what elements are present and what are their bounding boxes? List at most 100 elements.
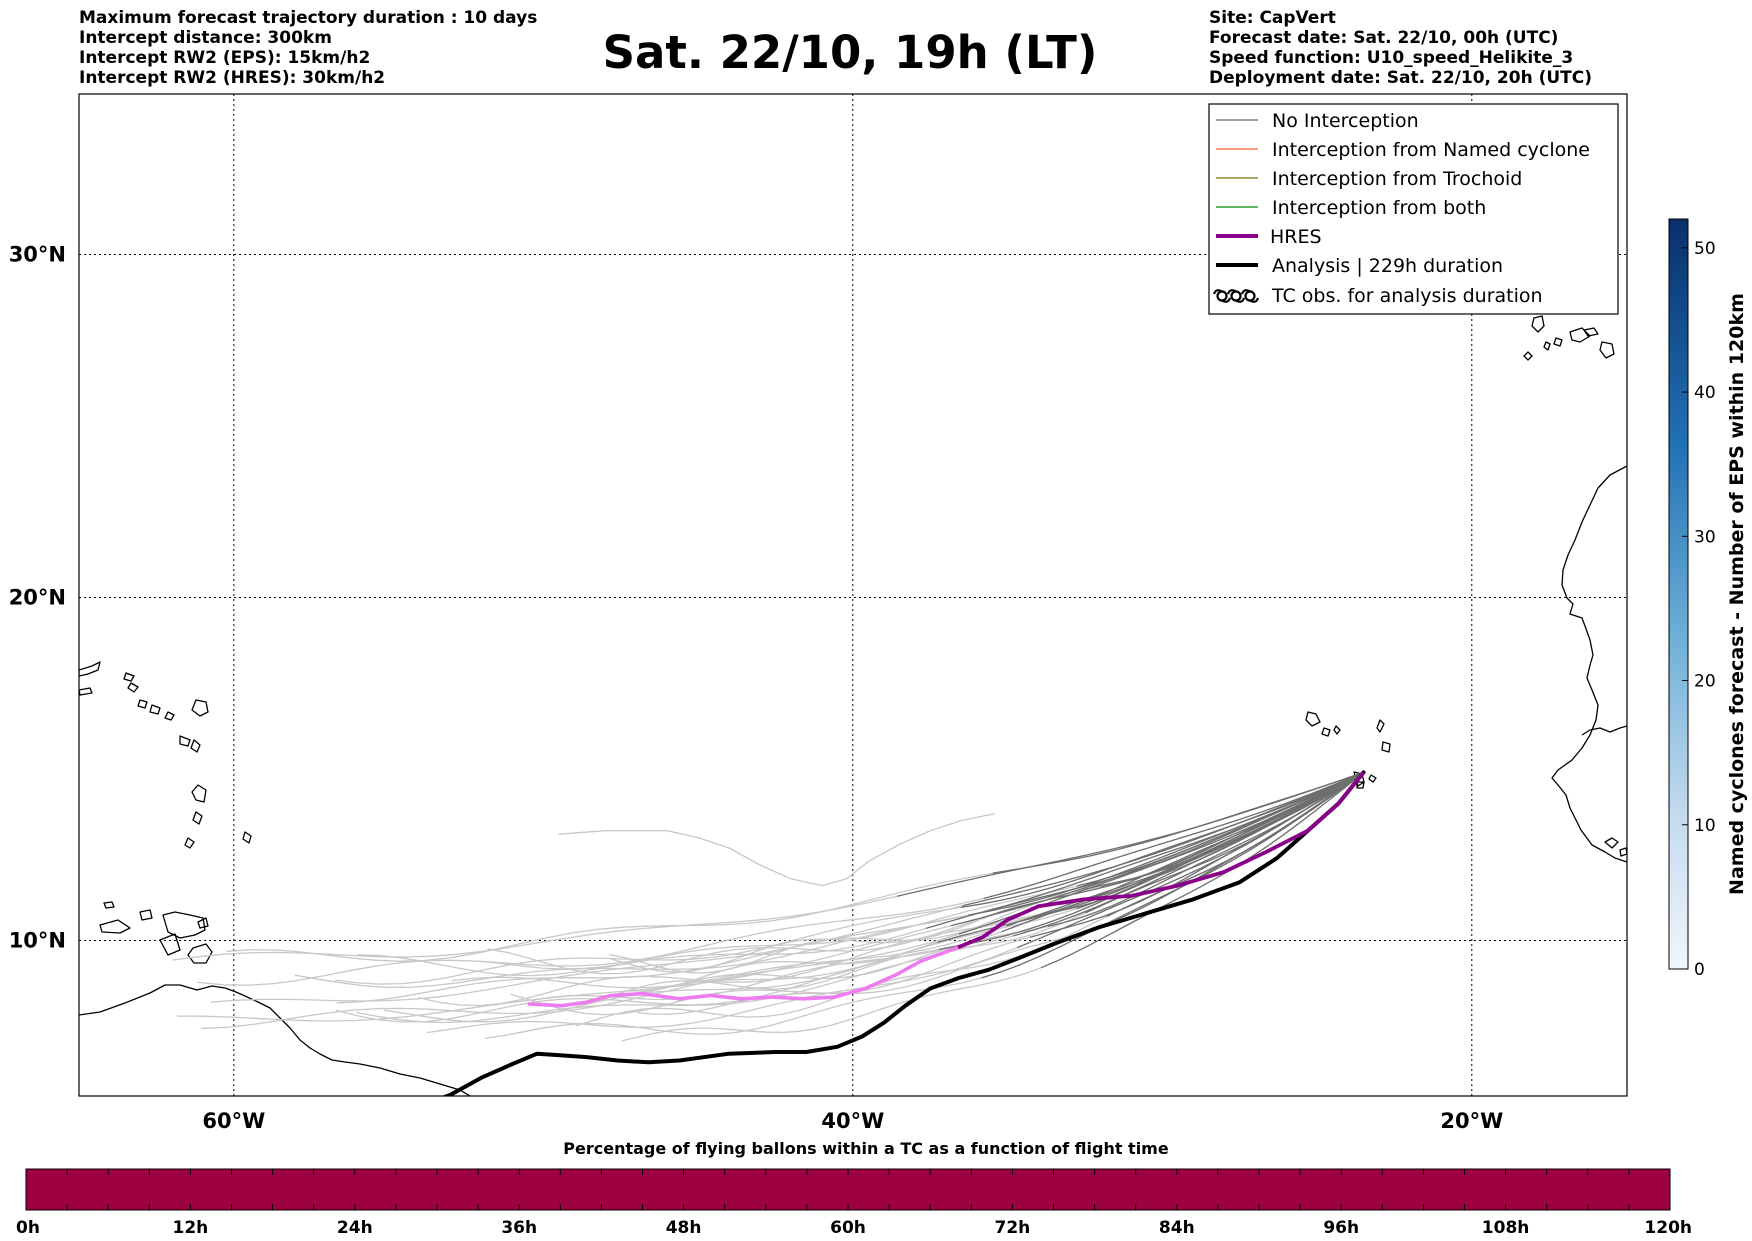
cape-verde-island: [1376, 719, 1385, 733]
eps-member-late: [426, 946, 1018, 1034]
eps-member-late: [510, 936, 1030, 1016]
cape-verde-island: [1333, 725, 1341, 735]
colorbar-tick-label: 72h: [995, 1218, 1031, 1238]
eps-member-late: [336, 910, 985, 1004]
canary-island: [1523, 351, 1533, 361]
canary-island: [1599, 341, 1615, 359]
bissau-islands: [1604, 837, 1627, 857]
hres-trajectory-early: [527, 945, 959, 1008]
hres-trajectory: [957, 771, 1365, 950]
lon-tick-label: 60°W: [202, 1109, 265, 1133]
legend-label: Interception from Trochoid: [1272, 168, 1522, 190]
eps-member-late: [485, 885, 1078, 970]
page-title: Sat. 22/10, 19h (LT): [602, 26, 1098, 79]
guadeloupe-coast: [191, 699, 209, 717]
colorbar-label: Named cyclones forecast - Number of EPS …: [1726, 293, 1748, 895]
puerto-rico-coast: [79, 661, 101, 677]
lat-tick-label: 10°N: [9, 929, 66, 953]
eps-member-early: [1076, 771, 1364, 887]
eps-member-late: [610, 912, 1086, 997]
colorbar-ticks: 0h 12h 24h 36h 48h 60h 72h 84h 96h 108h 120h: [16, 1169, 1692, 1238]
st-lucia-coast: [192, 811, 203, 825]
eps-member-late: [621, 967, 1042, 1042]
colorbar-fill: [25, 1168, 1671, 1211]
north-africa-coast: [1551, 465, 1627, 863]
grenadines-coast: [162, 911, 206, 939]
colorbar-tick-label: 48h: [666, 1218, 702, 1238]
st-vincent-coast: [184, 837, 195, 849]
eps-count-colorbar: 0 10 20 30 40 50 Named cyclones forecast - Nu…: [1668, 218, 1748, 980]
eps-member-late: [210, 905, 963, 1003]
lesser-antilles-north: [164, 711, 175, 721]
param-line: Maximum forecast trajectory duration : 1…: [79, 8, 538, 28]
eps-member-late: [171, 895, 898, 961]
param-line: Intercept RW2 (EPS): 15km/h2: [79, 48, 371, 68]
africa-coast-detail: [1581, 725, 1627, 736]
eps-member-late: [418, 915, 1035, 1007]
colorbar-tick-label: 84h: [1159, 1218, 1195, 1238]
colorbar-tick-label: 120h: [1644, 1218, 1692, 1238]
coastlines: [79, 315, 1627, 1096]
cape-verde-island: [1368, 774, 1377, 783]
legend-label: Interception from both: [1272, 197, 1486, 219]
legend-label: TC obs. for analysis duration: [1271, 285, 1543, 307]
canary-island: [1569, 327, 1591, 343]
param-line: Intercept RW2 (HRES): 30km/h2: [79, 68, 386, 88]
colorbar-tick-label: 50: [1694, 239, 1716, 259]
cape-verde-island: [1305, 711, 1321, 727]
colorbar-tick-label: 108h: [1482, 1218, 1530, 1238]
virgin-islands: [79, 687, 93, 696]
cape-verde-island: [1381, 741, 1391, 753]
caribbean-island: [139, 909, 153, 921]
venezuela-peninsula: [159, 933, 181, 956]
barbados-coast: [242, 831, 252, 844]
eps-trajectories-dark: [897, 771, 1364, 979]
map-area: 60°W 40°W 20°W 10°N 20°N 30°N: [9, 93, 1628, 1134]
eps-member-late: [451, 925, 1007, 989]
site-line: Site: CapVert: [1209, 8, 1336, 28]
legend: No Interception Interception from Named …: [1208, 103, 1619, 315]
lat-tick-label: 30°N: [9, 243, 66, 267]
eps-member-late: [637, 927, 1096, 1015]
map-frame: [78, 93, 1628, 1097]
eps-member-late: [609, 888, 1085, 974]
eps-member-early: [992, 771, 1364, 874]
colorbar-tick-label: 96h: [1323, 1218, 1359, 1238]
eps-member-early: [968, 771, 1364, 916]
legend-label: HRES: [1270, 226, 1322, 248]
eps-member-early: [962, 771, 1364, 907]
dominica-coast: [190, 739, 201, 753]
site-line: Forecast date: Sat. 22/10, 00h (UTC): [1209, 28, 1559, 48]
eps-member-late: [197, 897, 984, 986]
colorbar-tick-label: 60h: [830, 1218, 866, 1238]
colorbar-tick-label: 20: [1694, 672, 1716, 692]
flight-time-colorbar: Percentage of flying ballons within a TC…: [16, 1139, 1692, 1238]
legend-box: [1208, 103, 1619, 315]
eps-member-early: [950, 771, 1364, 927]
colorbar-tick-label: 30: [1694, 527, 1716, 547]
colorbar-tick-label: 0: [1694, 960, 1705, 980]
forecast-parameters: Maximum forecast trajectory duration : 1…: [79, 8, 537, 88]
colorbar-tick-label: 24h: [337, 1218, 373, 1238]
eps-member-early: [1006, 771, 1364, 927]
param-line: Intercept distance: 300km: [79, 28, 332, 48]
caribbean-island: [103, 901, 115, 909]
colorbar-title: Percentage of flying ballons within a TC…: [563, 1139, 1169, 1158]
lesser-antilles-north: [127, 682, 139, 693]
eps-member-early: [1085, 771, 1364, 914]
eps-member-late: [484, 977, 982, 1040]
colorbar-fill: [1668, 218, 1689, 970]
analysis-trajectory: [441, 770, 1366, 1096]
axis-tick-labels: 60°W 40°W 20°W 10°N 20°N 30°N: [9, 243, 1504, 1134]
lon-tick-label: 20°W: [1440, 1109, 1503, 1133]
cape-verde-island: [1321, 727, 1331, 737]
legend-label: No Interception: [1272, 110, 1419, 132]
colorbar-tick-label: 36h: [501, 1218, 537, 1238]
eps-member-early: [983, 771, 1364, 900]
eps-member-late: [200, 933, 960, 1030]
canary-island: [1531, 315, 1545, 333]
site-line: Speed function: U10_speed_Helikite_3: [1209, 48, 1574, 68]
trinidad-coast: [187, 943, 213, 964]
canary-island: [1553, 337, 1563, 347]
